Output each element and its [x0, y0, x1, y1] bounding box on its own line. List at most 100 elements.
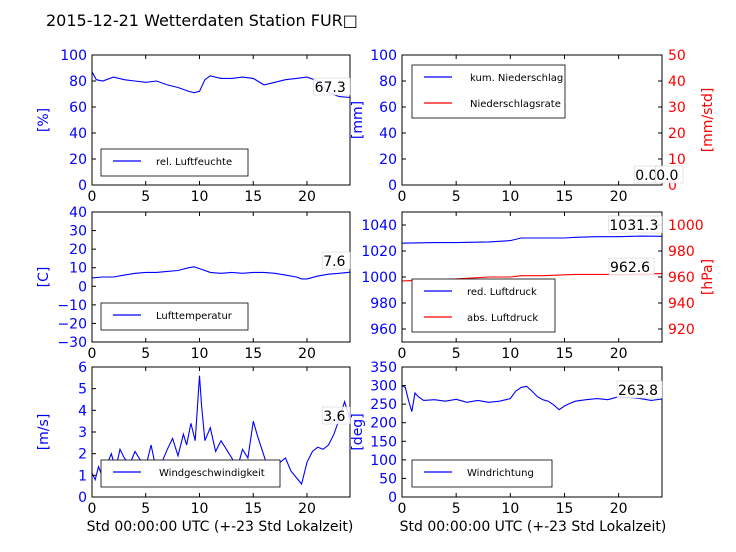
x-tick-label: 5	[141, 189, 150, 205]
temperature-panel: 0 5 10 15 20 −30 −20 −10 0 10 20 30 40 [C] Lufttempera…	[36, 205, 351, 362]
winddirection-panel: 0 5 10 15 20050100150200250300350[deg]Windri…	[350, 360, 663, 517]
last-value-box	[616, 380, 663, 399]
y-tick-label: −30	[57, 335, 87, 351]
y-tick-label: 100	[60, 48, 87, 64]
y-tick-label: 200	[370, 416, 397, 432]
last-value-box	[321, 251, 351, 270]
y-tick-label: 10	[69, 261, 87, 277]
last-value-label-2: 962.6	[610, 260, 650, 276]
x-tick-label: 5	[141, 346, 150, 362]
y-tick-label: 80	[69, 74, 87, 90]
y2-tick-label: 20	[668, 126, 686, 142]
y2-tick-label: 960	[668, 270, 695, 286]
y-tick-label: 4	[78, 403, 87, 419]
y2-tick-label: 1000	[668, 218, 704, 234]
y-tick-label: 20	[69, 242, 87, 258]
series-line-0	[401, 235, 663, 244]
last-value-box	[313, 77, 351, 96]
x-tick-label: 15	[244, 501, 262, 517]
y-tick-label: 6	[78, 360, 87, 376]
last-value-label: 1031.3	[609, 218, 658, 234]
y-tick-label: 60	[379, 100, 397, 116]
last-value-label: 0.0	[635, 168, 657, 184]
figure-title: 2015-12-21 Wetterdaten Station FUR□	[46, 11, 358, 30]
series-line-0	[401, 385, 663, 412]
last-value-box	[608, 215, 663, 234]
x-tick-label: 10	[191, 189, 209, 205]
y-tick-label: 80	[379, 74, 397, 90]
y-tick-label: 0	[78, 178, 87, 194]
y-tick-label: 300	[370, 379, 397, 395]
y2-axis-label: [mm/std]	[700, 88, 716, 153]
y-tick-label: 350	[370, 360, 397, 376]
y2-tick-label: 30	[668, 100, 686, 116]
x-tick-label: 15	[556, 501, 574, 517]
y-tick-label: 20	[379, 152, 397, 168]
legend-label: Niederschlagsrate	[470, 99, 561, 110]
x-tick-label: 5	[452, 189, 461, 205]
x-tick-label: 10	[501, 346, 519, 362]
plot-frame	[91, 54, 351, 186]
legend-label: rel. Luftfeuchte	[156, 157, 232, 168]
y2-tick-label: 0	[668, 178, 677, 194]
y-tick-label: 1020	[361, 244, 397, 260]
x-tick-label: 5	[452, 346, 461, 362]
x-tick-label: 10	[501, 189, 519, 205]
x-tick-label: 0	[88, 189, 97, 205]
x-tick-label: 20	[610, 346, 628, 362]
y-tick-label: 0	[78, 490, 87, 506]
legend-box	[100, 459, 281, 488]
x-tick-label: 15	[556, 346, 574, 362]
y-tick-label: 5	[78, 382, 87, 398]
legend-box	[411, 64, 566, 119]
legend-label: Lufttemperatur	[156, 311, 233, 322]
x-axis-label-right: Std 00:00:00 UTC (+-23 Std Lokalzeit)	[400, 519, 667, 535]
legend-label: kum. Niederschlag	[470, 73, 563, 84]
y-tick-label: 40	[69, 126, 87, 142]
y-tick-label: 980	[370, 296, 397, 312]
y-tick-label: 250	[370, 397, 397, 413]
y-tick-label: 40	[379, 126, 397, 142]
x-tick-label: 0	[88, 501, 97, 517]
last-value-label: 67.3	[315, 80, 346, 96]
x-tick-label: 10	[191, 346, 209, 362]
y2-tick-label: 50	[668, 48, 686, 64]
legend-box	[411, 459, 553, 488]
last-value-label: 3.6	[323, 409, 345, 425]
x-axis-label-left: Std 00:00:00 UTC (+-23 Std Lokalzeit)	[87, 519, 354, 535]
last-value-box	[321, 406, 351, 425]
y2-tick-label: 40	[668, 74, 686, 90]
x-tick-label: 15	[244, 346, 262, 362]
y2-axis-label: [hPa]	[700, 259, 716, 295]
y-axis-label: [deg]	[350, 413, 366, 450]
last-value-label: 263.8	[618, 383, 658, 399]
x-tick-label: 0	[88, 346, 97, 362]
y-tick-label: 0	[388, 490, 397, 506]
y-tick-label: 960	[370, 322, 397, 338]
legend-label: red. Luftdruck	[467, 287, 537, 298]
y-tick-label: 50	[379, 471, 397, 487]
legend-box	[411, 278, 556, 333]
y-tick-label: 40	[69, 205, 87, 221]
y-tick-label: 60	[69, 100, 87, 116]
y2-tick-label: 940	[668, 296, 695, 312]
x-tick-label: 0	[398, 501, 407, 517]
x-tick-label: 15	[244, 189, 262, 205]
legend-label: Windgeschwindigkeit	[159, 468, 265, 479]
x-tick-label: 10	[191, 501, 209, 517]
y-tick-label: 1	[78, 468, 87, 484]
legend-label: abs. Luftdruck	[467, 313, 538, 324]
y-axis-label: [mm]	[350, 101, 366, 139]
series-line-0	[91, 71, 351, 99]
last-value-label: 7.6	[323, 254, 345, 270]
y-tick-label: 100	[370, 453, 397, 469]
x-tick-label: 20	[298, 189, 316, 205]
x-tick-label: 20	[610, 189, 628, 205]
y-axis-label: [%]	[36, 108, 52, 132]
y-tick-label: −20	[57, 316, 87, 332]
plot-frame	[401, 366, 663, 498]
last-value-label-2: 0.0	[656, 168, 678, 184]
y-tick-label: 1040	[361, 218, 397, 234]
y-tick-label: −10	[57, 298, 87, 314]
windspeed-panel: 0 5 10 15 20 0 1 2 3 4 5 6 [m/s] Windgeschwindigkeit 3…	[36, 360, 351, 517]
